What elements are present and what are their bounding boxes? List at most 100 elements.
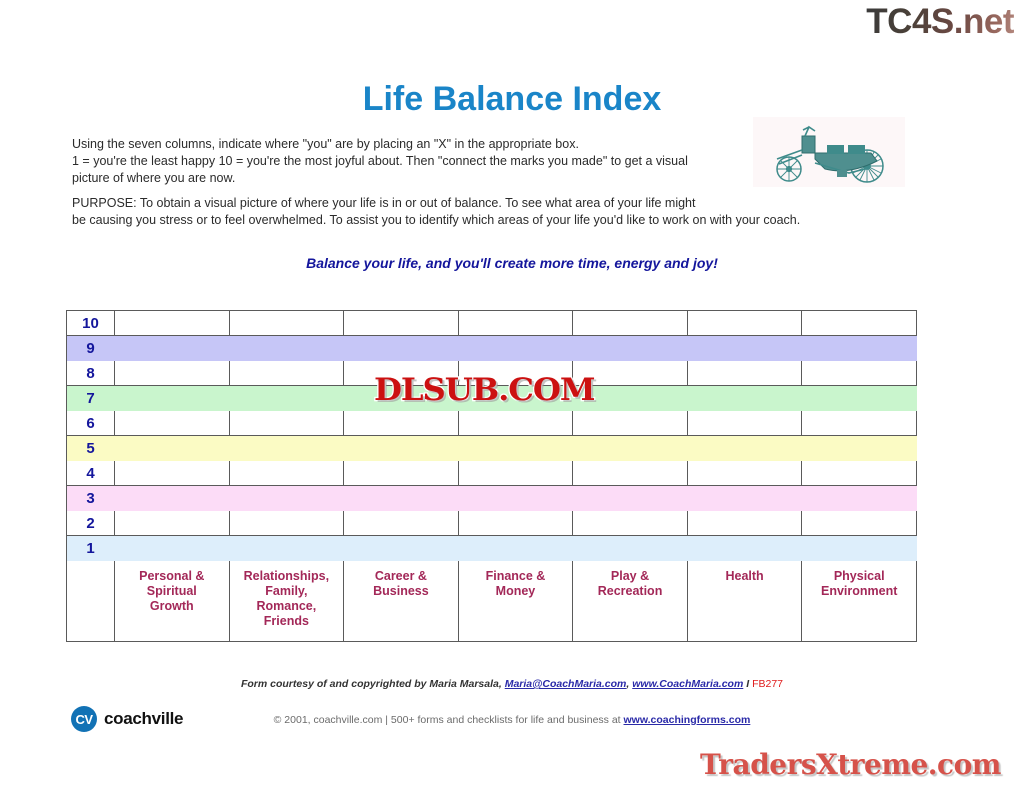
grid-cell[interactable] [572,335,688,361]
credit-site-link[interactable]: www.CoachMaria.com [632,678,744,690]
column-header-line: Health [725,569,764,583]
column-header-line: Personal & [139,569,205,583]
grid-cell[interactable] [572,385,688,411]
grid-cell[interactable] [686,410,803,436]
credit-prefix: Form courtesy of and copyrighted by Mari… [240,678,505,690]
grid-cell[interactable] [343,535,459,561]
grid-cell[interactable] [801,510,917,536]
grid-cell[interactable] [572,510,688,536]
grid-cell[interactable] [343,485,459,511]
grid-cell[interactable] [343,385,459,411]
grid-cell[interactable] [687,385,802,411]
horse-carriage-illustration [753,117,905,187]
grid-cell[interactable] [458,335,573,361]
grid-cell[interactable] [229,385,344,411]
grid-cell[interactable] [801,310,917,336]
page-title: Life Balance Index [362,80,662,118]
scale-label-7: 7 [66,385,115,411]
grid-cell[interactable] [572,360,688,386]
coachville-logo: CV coachville [71,706,184,732]
scale-label-9: 9 [66,335,115,361]
balance-table-body: 10 9 8 7 6 5 4 3 2 1 Personal & Spiritual Growth Rela… [66,310,917,642]
grid-cell[interactable] [114,485,230,511]
scale-row-1: 1 [66,535,917,561]
grid-cell[interactable] [801,460,917,486]
grid-cell[interactable] [114,335,230,361]
grid-cell[interactable] [229,535,344,561]
dlsub-watermark: DLSUB.COM [373,372,597,409]
scale-row-6: 6 [66,410,917,436]
grid-cell[interactable] [572,535,688,561]
grid-cell[interactable] [801,435,917,461]
grid-cell[interactable] [801,410,917,436]
grid-cell[interactable] [572,460,688,486]
purpose-line-2: be causing you stress or to feel overwhe… [72,213,801,227]
grid-cell[interactable] [114,310,230,336]
grid-cell[interactable] [801,360,917,386]
column-header-line: Romance, [256,599,317,613]
grid-cell[interactable] [458,435,573,461]
grid-cell[interactable] [228,510,345,536]
grid-cell[interactable] [343,460,459,486]
grid-cell[interactable] [343,410,459,436]
life-balance-grid[interactable]: 10 9 8 7 6 5 4 3 2 1 Personal & Spiritual Growth Rela… [60,310,923,642]
grid-cell[interactable] [114,510,230,536]
balance-table[interactable]: 10 9 8 7 6 5 4 3 2 1 Personal & Spiritual Growth Rela… [66,310,917,642]
grid-cell[interactable] [801,485,917,511]
grid-cell[interactable] [457,310,574,336]
grid-cell[interactable] [687,535,802,561]
grid-cell[interactable] [572,435,688,461]
grid-cell[interactable] [457,460,574,486]
grid-cell[interactable] [458,535,573,561]
scale-label-1: 1 [66,535,115,561]
grid-cell[interactable] [457,410,574,436]
grid-cell[interactable] [687,485,802,511]
form-code: FB277 [752,678,784,690]
grid-cell[interactable] [458,385,573,411]
scale-row-7: 7 [66,385,917,411]
grid-cell[interactable] [686,510,803,536]
grid-cell[interactable] [114,410,230,436]
grid-cell[interactable] [343,335,459,361]
grid-cell[interactable] [114,435,230,461]
scale-row-8: 8 [66,360,917,386]
grid-cell[interactable] [228,460,345,486]
credit-email-link[interactable]: Maria@CoachMaria.com [504,678,627,690]
grid-cell[interactable] [114,535,230,561]
grid-cell[interactable] [457,510,574,536]
grid-cell[interactable] [572,485,688,511]
grid-cell[interactable] [343,310,459,336]
grid-cell[interactable] [228,410,345,436]
grid-cell[interactable] [686,460,803,486]
grid-cell[interactable] [114,385,230,411]
cv-badge-icon: CV [71,706,97,732]
column-header-1: Personal & Spiritual Growth [114,560,230,642]
grid-cell[interactable] [686,360,803,386]
grid-cell[interactable] [687,335,802,361]
grid-cell[interactable] [343,435,459,461]
grid-cell[interactable] [801,335,917,361]
grid-cell[interactable] [343,510,459,536]
grid-cell[interactable] [687,435,802,461]
purpose-line-1: PURPOSE: To obtain a visual picture of w… [72,196,696,210]
grid-cell[interactable] [114,460,230,486]
grid-cell[interactable] [801,535,917,561]
grid-cell[interactable] [572,410,688,436]
grid-cell[interactable] [801,385,917,411]
grid-cell[interactable] [458,485,573,511]
copyright-line: © 2001, coachville.com | 500+ forms and … [0,714,1024,726]
column-header-3: Career & Business [343,560,459,642]
grid-cell[interactable] [228,360,345,386]
column-header-line: Growth [149,599,194,613]
grid-cell[interactable] [572,310,688,336]
grid-cell[interactable] [229,435,344,461]
grid-cell[interactable] [228,310,345,336]
grid-cell[interactable] [343,360,459,386]
grid-cell[interactable] [229,335,344,361]
grid-cell[interactable] [114,360,230,386]
instructions-line-1: Using the seven columns, indicate where … [72,137,579,151]
grid-cell[interactable] [229,485,344,511]
column-header-line: Play & [610,569,650,583]
grid-cell[interactable] [686,310,803,336]
coachingforms-link[interactable]: www.coachingforms.com [623,714,751,726]
